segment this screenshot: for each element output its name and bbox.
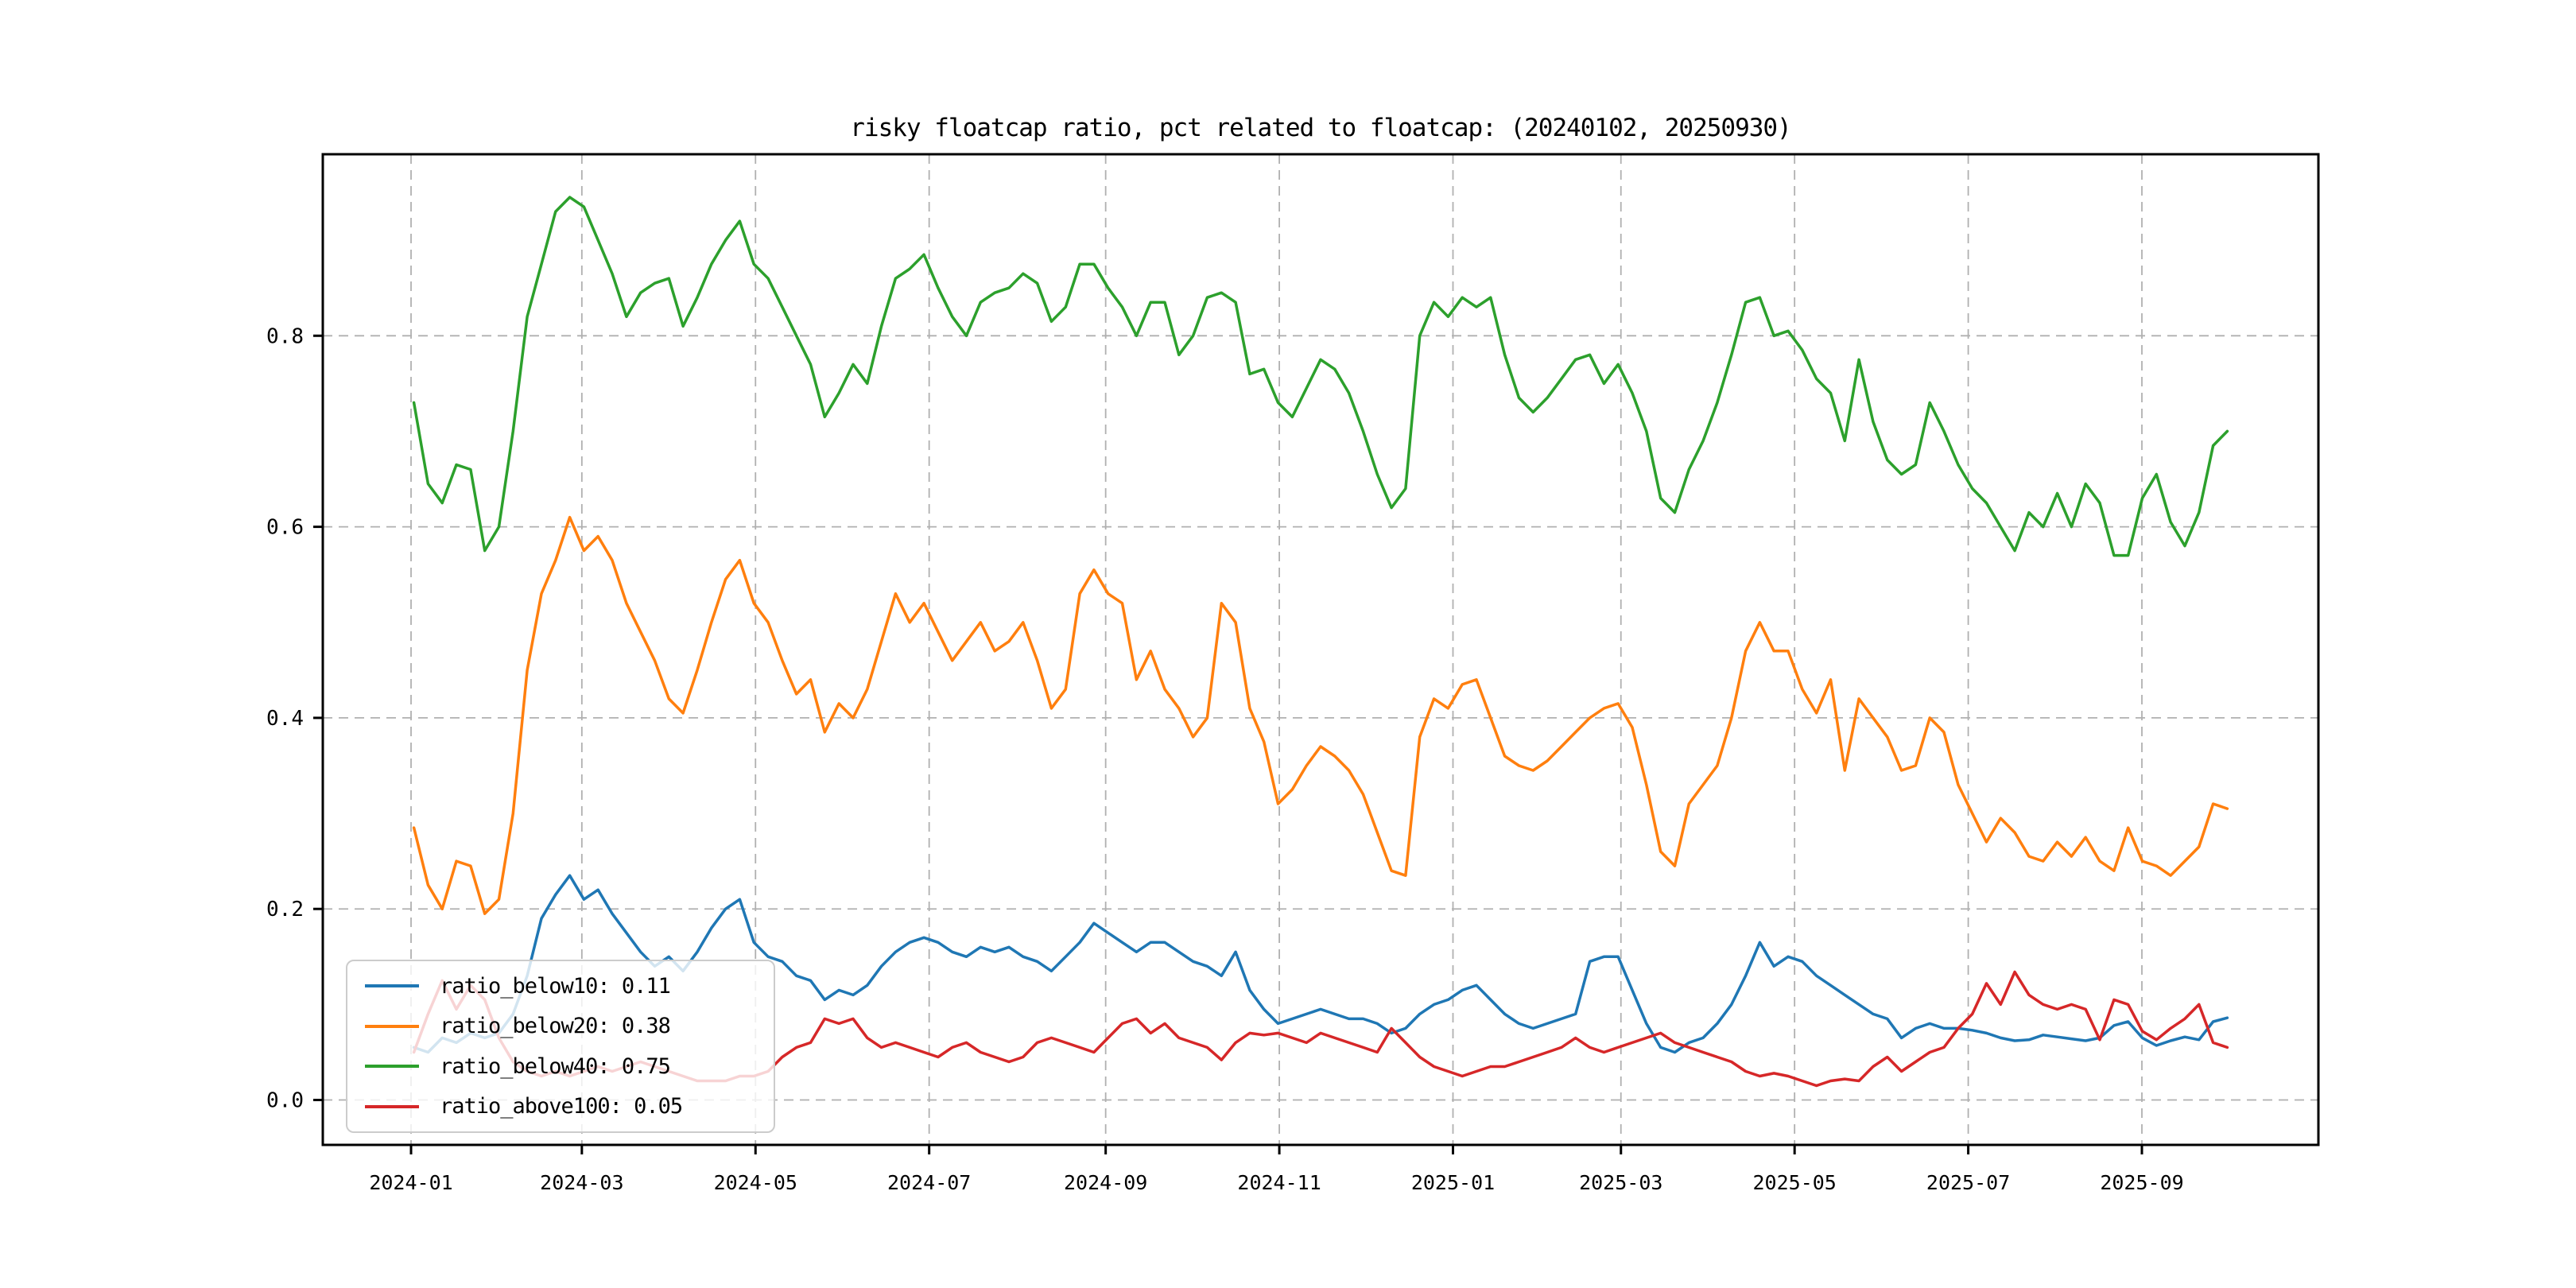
- y-tick-label: 0.2: [266, 898, 304, 921]
- chart-title: risky floatcap ratio, pct related to flo…: [850, 114, 1791, 142]
- x-tick-label: 2024-05: [714, 1171, 797, 1194]
- legend-label: ratio_below20: 0.38: [440, 1014, 671, 1039]
- legend-label: ratio_below40: 0.75: [440, 1053, 671, 1079]
- x-tick-label: 2024-03: [540, 1171, 623, 1194]
- y-tick-label: 0.0: [266, 1089, 304, 1113]
- y-tick-label: 0.6: [266, 516, 304, 540]
- legend: ratio_below10: 0.11 ratio_below20: 0.38 ra…: [346, 960, 775, 1133]
- x-tick-label: 2024-07: [887, 1171, 971, 1194]
- x-tick-label: 2025-07: [1926, 1171, 2010, 1194]
- x-tick-label: 2024-11: [1237, 1171, 1321, 1194]
- legend-swatch-ratio_below20: [365, 1024, 419, 1028]
- legend-label: ratio_above100: 0.05: [440, 1094, 683, 1119]
- x-tick-label: 2024-09: [1064, 1171, 1147, 1194]
- series-line-ratio_below20: [412, 515, 2229, 915]
- x-tick-label: 2024-01: [369, 1171, 452, 1194]
- series-line-ratio_below40: [412, 196, 2229, 557]
- series-line-ratio_below10: [412, 874, 2229, 1054]
- x-tick-label: 2025-03: [1579, 1171, 1662, 1194]
- y-tick-label: 0.4: [266, 707, 304, 731]
- legend-label: ratio_below10: 0.11: [440, 973, 671, 999]
- x-tick-label: 2025-09: [2100, 1171, 2183, 1194]
- legend-entry-ratio_above100: ratio_above100: 0.05: [347, 1094, 774, 1119]
- legend-entry-ratio_below10: ratio_below10: 0.11: [347, 974, 774, 999]
- legend-swatch-ratio_above100: [365, 1104, 419, 1108]
- legend-entry-ratio_below40: ratio_below40: 0.75: [347, 1054, 774, 1079]
- plot-border: [321, 153, 2320, 1146]
- x-tick-label: 2025-01: [1411, 1171, 1495, 1194]
- legend-swatch-ratio_below10: [365, 984, 419, 988]
- legend-entry-ratio_below20: ratio_below20: 0.38: [347, 1014, 774, 1038]
- x-tick-label: 2025-05: [1752, 1171, 1836, 1194]
- legend-swatch-ratio_below40: [365, 1065, 419, 1069]
- y-tick-label: 0.8: [266, 324, 304, 348]
